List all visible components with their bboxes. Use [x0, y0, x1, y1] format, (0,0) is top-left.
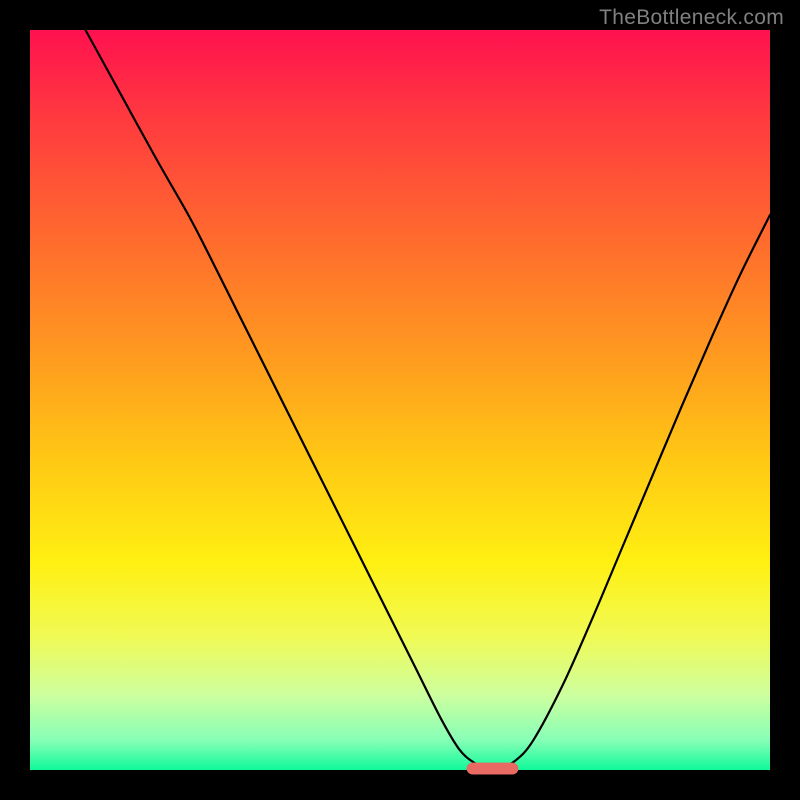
chart-frame: TheBottleneck.com: [0, 0, 800, 800]
bottleneck-curve-chart: [0, 0, 800, 800]
optimal-range-marker: [467, 763, 519, 775]
plot-background: [30, 30, 770, 770]
watermark-text: TheBottleneck.com: [599, 6, 784, 30]
